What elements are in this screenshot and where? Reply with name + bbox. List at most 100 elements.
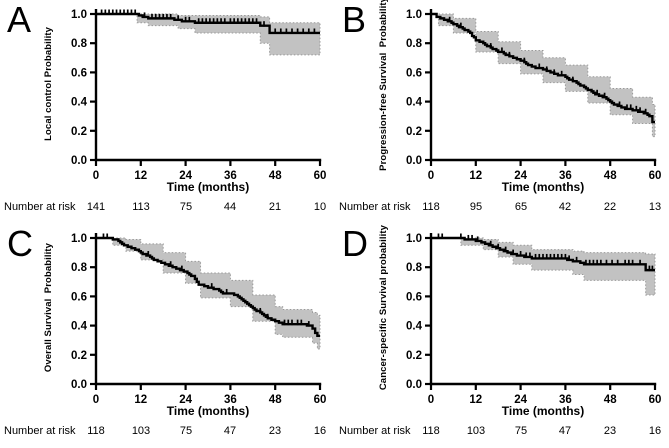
y-tick-label: 0.8 xyxy=(71,262,88,274)
x-tick-label: 0 xyxy=(93,394,99,406)
x-tick-label: 36 xyxy=(559,170,572,182)
x-tick-label: 60 xyxy=(649,394,662,406)
y-tick-label: 1.0 xyxy=(406,9,422,21)
panel-d: D Cancer-specific Survival probability 1… xyxy=(335,224,669,448)
panel-b-number-at-risk-row: Number at risk 118 95 65 42 22 13 xyxy=(335,201,669,217)
y-tick-label: 1.0 xyxy=(71,9,87,21)
x-tick-label: 0 xyxy=(93,170,99,182)
panel-b: B Progression-free Survival Probability … xyxy=(335,0,669,224)
y-tick-label: 0.4 xyxy=(406,97,423,109)
panel-d-plot: 1.0 0.8 0.6 0.4 0.2 0.0 0 12 24 36 48 60 xyxy=(406,233,662,406)
x-tick-label: 48 xyxy=(269,394,282,406)
number-at-risk-value: 75 xyxy=(179,201,193,213)
number-at-risk-value: 16 xyxy=(648,425,662,437)
ci-band xyxy=(437,13,656,138)
survival-curve xyxy=(431,12,655,124)
number-at-risk-value: 16 xyxy=(313,425,327,437)
number-at-risk-value: 44 xyxy=(223,201,237,213)
number-at-risk-value: 10 xyxy=(313,201,327,213)
number-at-risk-value: 141 xyxy=(86,201,106,213)
x-tick-label: 48 xyxy=(604,170,617,182)
number-at-risk-value: 23 xyxy=(268,425,282,437)
number-at-risk-value: 103 xyxy=(131,425,151,437)
y-tick-label: 0.2 xyxy=(406,350,422,362)
panel-d-x-axis-label: Time (months) xyxy=(501,404,585,418)
panel-d-number-at-risk-row: Number at risk 118 103 75 47 23 16 xyxy=(335,425,669,441)
number-at-risk-value: 23 xyxy=(603,425,617,437)
number-at-risk-value: 13 xyxy=(648,201,662,213)
y-tick-label: 0.4 xyxy=(71,97,88,109)
x-tick-label: 24 xyxy=(179,170,192,182)
number-at-risk-value: 118 xyxy=(422,201,440,213)
x-tick-label: 36 xyxy=(559,394,572,406)
number-at-risk-value: 75 xyxy=(514,425,528,437)
x-tick-label: 24 xyxy=(514,394,527,406)
x-tick-label: 24 xyxy=(514,170,527,182)
number-at-risk-value: 22 xyxy=(603,201,617,213)
y-tick-label: 0.6 xyxy=(71,67,87,79)
number-at-risk-label: Number at risk xyxy=(4,425,76,437)
number-at-risk-value: 118 xyxy=(87,425,105,437)
y-tick-label: 0.2 xyxy=(406,126,422,138)
survival-curve xyxy=(96,236,320,338)
x-tick-label: 12 xyxy=(469,394,482,406)
number-at-risk-value: 75 xyxy=(179,425,193,437)
number-at-risk-value: 113 xyxy=(132,201,150,213)
panel-c-letter: C xyxy=(7,223,33,264)
panel-c-x-axis-label: Time (months) xyxy=(166,404,250,418)
ci-band xyxy=(460,237,656,296)
ci-band xyxy=(136,13,321,56)
panel-b-letter: B xyxy=(342,0,367,40)
panel-a: A Local control Probability 1.0 0.8 0.6 0.4… xyxy=(0,0,334,224)
panel-c: C Overall Survival Probability 1.0 0.8 0.6… xyxy=(0,224,334,448)
panel-a-letter: A xyxy=(7,0,32,40)
y-tick-label: 0.0 xyxy=(71,379,87,391)
y-tick-label: 1.0 xyxy=(71,233,87,245)
number-at-risk-value: 65 xyxy=(514,201,528,213)
panel-c-number-at-risk-row: Number at risk 118 103 75 47 23 16 xyxy=(0,425,334,441)
y-tick-label: 0.2 xyxy=(71,350,87,362)
number-at-risk-value: 103 xyxy=(466,425,486,437)
x-tick-label: 36 xyxy=(224,170,237,182)
y-tick-label: 0.6 xyxy=(71,291,87,303)
number-at-risk-value: 47 xyxy=(223,425,237,437)
y-tick-label: 0.2 xyxy=(71,126,87,138)
y-tick-label: 0.0 xyxy=(71,155,87,167)
panel-a-number-at-risk-row: Number at risk 141 113 75 44 21 10 xyxy=(0,201,334,217)
y-tick-label: 0.4 xyxy=(71,321,88,333)
x-tick-label: 24 xyxy=(179,394,192,406)
y-tick-label: 0.6 xyxy=(406,291,422,303)
y-tick-label: 0.8 xyxy=(406,262,423,274)
y-tick-label: 0.6 xyxy=(406,67,422,79)
ci-band xyxy=(112,237,321,350)
x-tick-label: 48 xyxy=(604,394,617,406)
y-tick-label: 0.8 xyxy=(71,38,88,50)
number-at-risk-value: 95 xyxy=(469,201,483,213)
number-at-risk-value: 21 xyxy=(268,201,282,213)
x-tick-label: 12 xyxy=(134,394,147,406)
panel-a-x-axis-label: Time (months) xyxy=(166,180,250,194)
panel-a-plot: 1.0 0.8 0.6 0.4 0.2 0.0 0 12 24 36 48 60 xyxy=(71,9,327,182)
y-tick-label: 0.0 xyxy=(406,155,422,167)
x-tick-label: 12 xyxy=(134,170,147,182)
y-tick-label: 0.0 xyxy=(406,379,422,391)
x-tick-label: 60 xyxy=(314,170,327,182)
number-at-risk-label: Number at risk xyxy=(339,201,411,213)
panel-d-letter: D xyxy=(342,223,368,264)
number-at-risk-label: Number at risk xyxy=(339,425,411,437)
panel-b-plot: 1.0 0.8 0.6 0.4 0.2 0.0 0 12 24 36 48 60 xyxy=(406,9,662,182)
number-at-risk-label: Number at risk xyxy=(4,201,76,213)
x-tick-label: 60 xyxy=(314,394,327,406)
x-tick-label: 48 xyxy=(269,170,282,182)
x-tick-label: 0 xyxy=(428,394,434,406)
x-tick-label: 0 xyxy=(428,170,434,182)
x-tick-label: 12 xyxy=(469,170,482,182)
y-tick-label: 1.0 xyxy=(406,233,422,245)
panel-c-plot: 1.0 0.8 0.6 0.4 0.2 0.0 0 12 24 36 48 60 xyxy=(71,233,327,406)
x-tick-label: 36 xyxy=(224,394,237,406)
panel-b-x-axis-label: Time (months) xyxy=(501,180,585,194)
number-at-risk-value: 47 xyxy=(558,425,572,437)
number-at-risk-value: 42 xyxy=(558,201,572,213)
x-tick-label: 60 xyxy=(649,170,662,182)
